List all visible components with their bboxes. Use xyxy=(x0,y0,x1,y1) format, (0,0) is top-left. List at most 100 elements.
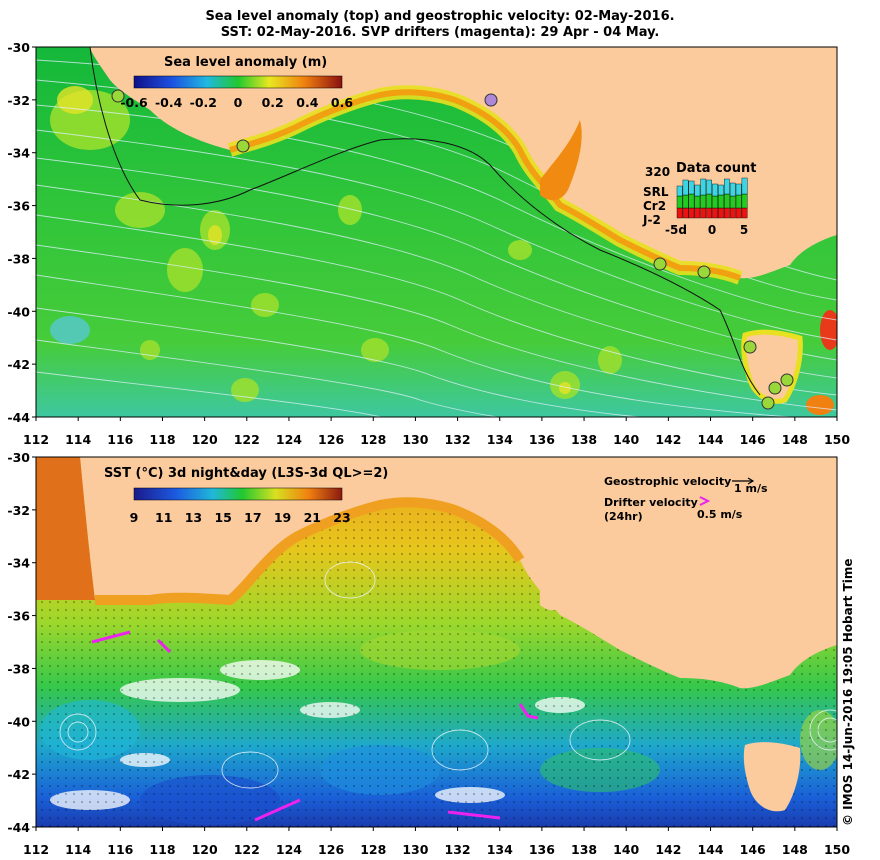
sst-colorbar-title: SST (°C) 3d night&day (L3S-3d QL>=2) xyxy=(104,466,388,481)
lon-tick-label: 140 xyxy=(613,842,639,857)
lon-tick-label: 138 xyxy=(571,432,597,447)
colorbar-tick-label: 11 xyxy=(155,510,172,525)
lon-tick-label: 148 xyxy=(782,432,808,447)
lat-tick-label: -42 xyxy=(7,767,30,782)
drifter-velocity-label: Drifter velocity xyxy=(604,496,698,509)
drifter-velocity-scale: 0.5 m/s xyxy=(697,508,743,521)
lon-tick-label: 128 xyxy=(360,842,386,857)
lon-tick-label: 146 xyxy=(740,842,766,857)
lon-tick-label: 134 xyxy=(487,432,513,447)
geostrophic-velocity-scale: 1 m/s xyxy=(734,482,768,495)
lat-tick-label: -32 xyxy=(7,503,30,518)
lat-tick-label: -32 xyxy=(7,93,30,108)
lon-tick-label: 142 xyxy=(655,842,681,857)
lon-tick-label: 112 xyxy=(23,842,49,857)
lon-tick-label: 120 xyxy=(192,432,218,447)
lat-tick-label: -44 xyxy=(7,410,30,425)
colorbar-tick-label: -0.4 xyxy=(155,95,183,110)
lon-tick-label: 150 xyxy=(824,432,850,447)
lon-tick-label: 124 xyxy=(276,842,302,857)
lat-tick-label: -30 xyxy=(7,40,30,55)
credit-text: © IMOS 14-Jun-2016 19:05 Hobart Time xyxy=(841,558,855,826)
data-count-tick: 0 xyxy=(708,223,716,237)
colorbar-tick-label: 23 xyxy=(333,510,350,525)
lon-tick-label: 134 xyxy=(487,842,513,857)
colorbar-tick-label: 15 xyxy=(214,510,231,525)
lat-tick-label: -34 xyxy=(7,146,30,161)
lat-tick-label: -40 xyxy=(7,304,30,319)
sst-colorbar xyxy=(133,487,343,501)
lon-tick-label: 148 xyxy=(782,842,808,857)
lon-tick-label: 142 xyxy=(655,432,681,447)
lon-tick-label: 144 xyxy=(697,432,723,447)
lon-tick-label: 116 xyxy=(107,432,133,447)
drifter-tracks xyxy=(91,630,539,822)
lon-tick-label: 146 xyxy=(740,432,766,447)
lon-tick-label: 126 xyxy=(318,432,344,447)
lon-tick-label: 150 xyxy=(824,842,850,857)
drifter-velocity-period: (24hr) xyxy=(604,510,643,523)
data-count-title: Data count xyxy=(676,161,756,176)
lon-tick-label: 124 xyxy=(276,432,302,447)
sla-colorbar xyxy=(133,75,343,89)
australia-landmass xyxy=(36,47,837,279)
lat-tick-label: -36 xyxy=(7,609,30,624)
lon-tick-label: 128 xyxy=(360,432,386,447)
australia-landmass-sst xyxy=(36,457,837,689)
lon-tick-label: 118 xyxy=(149,432,175,447)
lat-tick-label: -34 xyxy=(7,556,30,571)
lat-tick-label: -44 xyxy=(7,820,30,835)
lon-tick-label: 130 xyxy=(402,842,428,857)
lon-tick-label: 136 xyxy=(529,842,555,857)
lon-tick-label: 144 xyxy=(697,842,723,857)
lon-tick-label: 116 xyxy=(107,842,133,857)
title-line-2: SST: 02-May-2016. SVP drifters (magenta)… xyxy=(220,25,660,40)
data-count-max: 320 xyxy=(645,165,670,179)
sla-panel-frame xyxy=(35,46,838,418)
lat-tick-label: -30 xyxy=(7,450,30,465)
lat-tick-label: -36 xyxy=(7,199,30,214)
sst-panel xyxy=(36,457,837,827)
data-count-legend-item: J-2 xyxy=(642,213,661,227)
colorbar-tick-label: 19 xyxy=(274,510,291,525)
lon-tick-label: 136 xyxy=(529,432,555,447)
lon-tick-label: 140 xyxy=(613,432,639,447)
colorbar-tick-label: 0.6 xyxy=(331,95,353,110)
title-line-1: Sea level anomaly (top) and geostrophic … xyxy=(205,9,675,24)
lat-tick-label: -38 xyxy=(7,251,30,266)
colorbar-tick-label: 0 xyxy=(234,95,243,110)
axis-ticks: 112 112 114 114 116 116 118 118 120 120 122 122 124 1… xyxy=(7,40,850,857)
data-count-legend-item: Cr2 xyxy=(643,199,666,213)
lon-tick-label: 114 xyxy=(65,842,91,857)
data-count-tick: 5 xyxy=(740,223,748,237)
lon-tick-label: 132 xyxy=(445,432,471,447)
sla-high-anomaly xyxy=(820,310,837,350)
tide-gauge-markers xyxy=(111,89,794,410)
lon-tick-label: 118 xyxy=(149,842,175,857)
colorbar-tick-label: 9 xyxy=(130,510,139,525)
sst-contours xyxy=(59,561,837,789)
colorbar-tick-label: 0.2 xyxy=(262,95,284,110)
sla-panel xyxy=(36,47,837,417)
colorbar-tick-label: -0.6 xyxy=(120,95,148,110)
sla-colorbar-title: Sea level anomaly (m) xyxy=(164,55,327,70)
lat-tick-label: -42 xyxy=(7,357,30,372)
sla-anomaly-patches xyxy=(50,90,622,402)
lat-tick-label: -40 xyxy=(7,714,30,729)
lon-tick-label: 112 xyxy=(23,432,49,447)
lon-tick-label: 114 xyxy=(65,432,91,447)
lat-tick-label: -38 xyxy=(7,661,30,676)
colorbar-tick-label: 17 xyxy=(244,510,261,525)
lon-tick-label: 138 xyxy=(571,842,597,857)
geostrophic-velocity-label: Geostrophic velocity xyxy=(604,475,731,488)
tasmania-sst xyxy=(743,742,801,812)
colorbar-tick-label: -0.2 xyxy=(190,95,217,110)
lon-tick-label: 122 xyxy=(234,432,260,447)
colorbar-tick-label: 0.4 xyxy=(296,95,318,110)
colorbar-tick-label: 13 xyxy=(185,510,202,525)
lon-tick-label: 132 xyxy=(445,842,471,857)
colorbar-tick-label: 21 xyxy=(304,510,321,525)
lon-tick-label: 130 xyxy=(402,432,428,447)
